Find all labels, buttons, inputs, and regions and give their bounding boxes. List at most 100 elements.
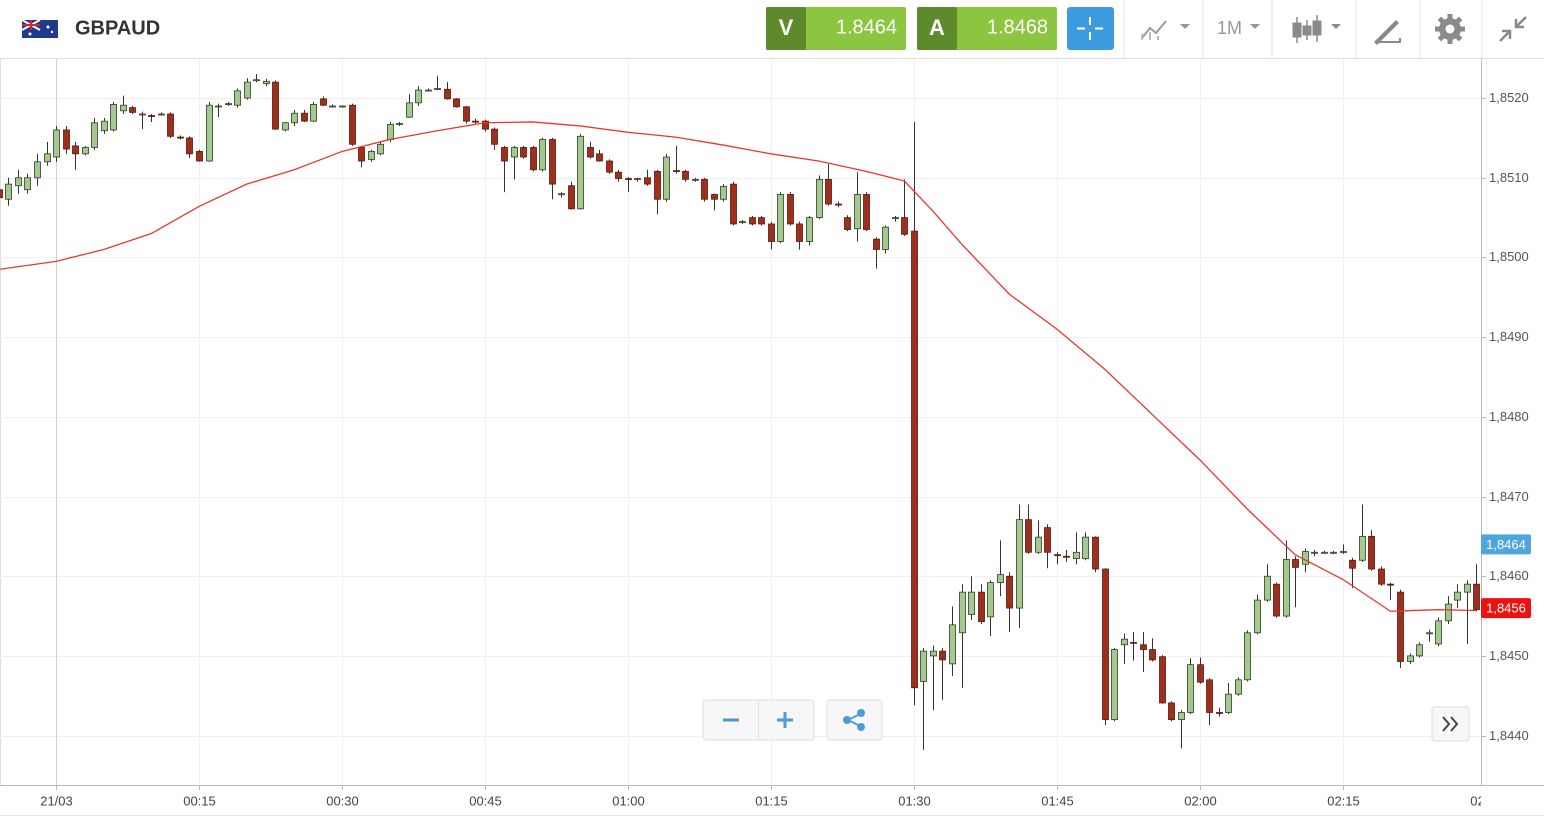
candle-body	[5, 183, 12, 200]
candle-body	[558, 193, 565, 196]
candle-body	[453, 98, 460, 108]
candle-body	[825, 178, 832, 205]
candle-body	[730, 183, 737, 225]
candle-body	[863, 194, 870, 230]
candle-body	[339, 105, 346, 108]
candle-body	[806, 217, 813, 242]
candle-body	[549, 139, 556, 185]
y-axis: 1,8440 1,8450 1,8460 1,8470 1,8480 1,8490 1,85…	[1481, 90, 1529, 743]
candle-body	[1016, 519, 1023, 609]
candle-body	[186, 137, 193, 155]
candle-body	[959, 591, 966, 634]
y-tick-label: 1,8480	[1489, 409, 1529, 424]
candle-body	[425, 89, 432, 92]
candle-body	[511, 147, 518, 158]
candle-body	[387, 123, 394, 140]
x-tick-label: 01:45	[1041, 793, 1074, 808]
candle-body	[244, 81, 251, 99]
candle-body	[625, 178, 632, 180]
x-tick-label: 01:30	[898, 793, 931, 808]
candle-body	[663, 156, 670, 200]
candle-body	[1092, 536, 1099, 570]
candle-body	[320, 98, 327, 106]
timeframe-button[interactable]: 1M	[1217, 18, 1260, 38]
chart-type-button[interactable]	[1292, 15, 1341, 43]
candle-body	[167, 113, 174, 137]
zoom-in-button[interactable]	[759, 701, 813, 739]
candle-body	[24, 177, 31, 191]
candle-body	[920, 650, 927, 682]
candle-body	[835, 203, 842, 206]
candle-body	[1159, 656, 1166, 704]
candle-body	[1321, 551, 1328, 554]
x-tick-label: 01:00	[612, 793, 645, 808]
zoom-out-button[interactable]	[704, 701, 758, 739]
candle-body	[1187, 664, 1194, 713]
price-label: 1,8464	[1486, 537, 1526, 552]
x-tick-label: 00:15	[183, 793, 216, 808]
price-label: 1,8456	[1486, 601, 1526, 616]
candle-body	[1149, 649, 1156, 661]
crosshair-button[interactable]	[1067, 7, 1114, 50]
candle-body	[978, 591, 985, 623]
candle-body	[415, 89, 422, 104]
candle-body	[1121, 638, 1128, 646]
candle-body	[701, 178, 708, 200]
candle-body	[997, 574, 1004, 583]
sell-price: 1.8464	[836, 16, 897, 38]
candle-body	[892, 217, 899, 219]
candle-body	[91, 122, 98, 148]
header: GBPAUD V 1.8464 A 1.8468 1M	[0, 0, 1544, 59]
x-tick-label: 02:15	[1327, 793, 1360, 808]
candle-body	[1235, 679, 1242, 695]
buy-button[interactable]: A 1.8468	[917, 7, 1057, 50]
candle-body	[1264, 575, 1271, 601]
fullscreen-button[interactable]	[1499, 16, 1527, 42]
candle-body	[1416, 644, 1423, 657]
candle-body	[272, 81, 279, 130]
candle-body	[768, 223, 775, 242]
share-button[interactable]	[826, 699, 883, 741]
candle-body	[816, 178, 823, 218]
candle-body	[1111, 649, 1118, 721]
candle-body	[930, 650, 937, 657]
candle-body	[206, 104, 213, 162]
candle-body	[139, 113, 146, 116]
candle-body	[739, 221, 746, 223]
candle-body	[1063, 555, 1070, 558]
candle-body	[177, 136, 184, 139]
price-label-box	[1481, 534, 1531, 555]
candle-body	[901, 217, 908, 235]
candle-body	[968, 591, 975, 615]
candle-body	[1197, 664, 1204, 683]
x-tick-label: 01:15	[755, 793, 788, 808]
candle-body	[1292, 559, 1299, 568]
candle-body	[1302, 551, 1309, 565]
scroll-latest-button[interactable]	[1431, 706, 1470, 742]
candle-body	[82, 147, 89, 155]
candle-body	[101, 120, 108, 132]
compare-button[interactable]	[1141, 20, 1190, 40]
candle-body	[606, 160, 613, 173]
candle-body	[873, 238, 880, 250]
candle-body	[1216, 712, 1223, 714]
candle-body	[1330, 551, 1337, 554]
settings-button[interactable]	[1435, 14, 1465, 44]
toolbar-separators	[1123, 0, 1483, 58]
candle-body	[634, 178, 641, 180]
candle-body	[491, 128, 498, 145]
candle-body	[1254, 599, 1261, 634]
candle-body	[1349, 559, 1356, 569]
candle-body	[1407, 655, 1414, 662]
x-axis: 21/03 00:15 00:30 00:45 01:00 01:15 01:30 01:45…	[40, 786, 1481, 808]
candle-body	[939, 650, 946, 661]
y-tick-label: 1,8440	[1489, 728, 1529, 743]
candle-body	[577, 135, 584, 210]
sell-button[interactable]: V 1.8464	[766, 7, 906, 50]
drawing-tools-button[interactable]	[1374, 20, 1401, 45]
candle-body	[749, 217, 756, 225]
candle-body	[406, 102, 413, 118]
candle-body	[882, 226, 889, 250]
candle-body	[63, 129, 70, 150]
candle-body	[72, 145, 79, 155]
